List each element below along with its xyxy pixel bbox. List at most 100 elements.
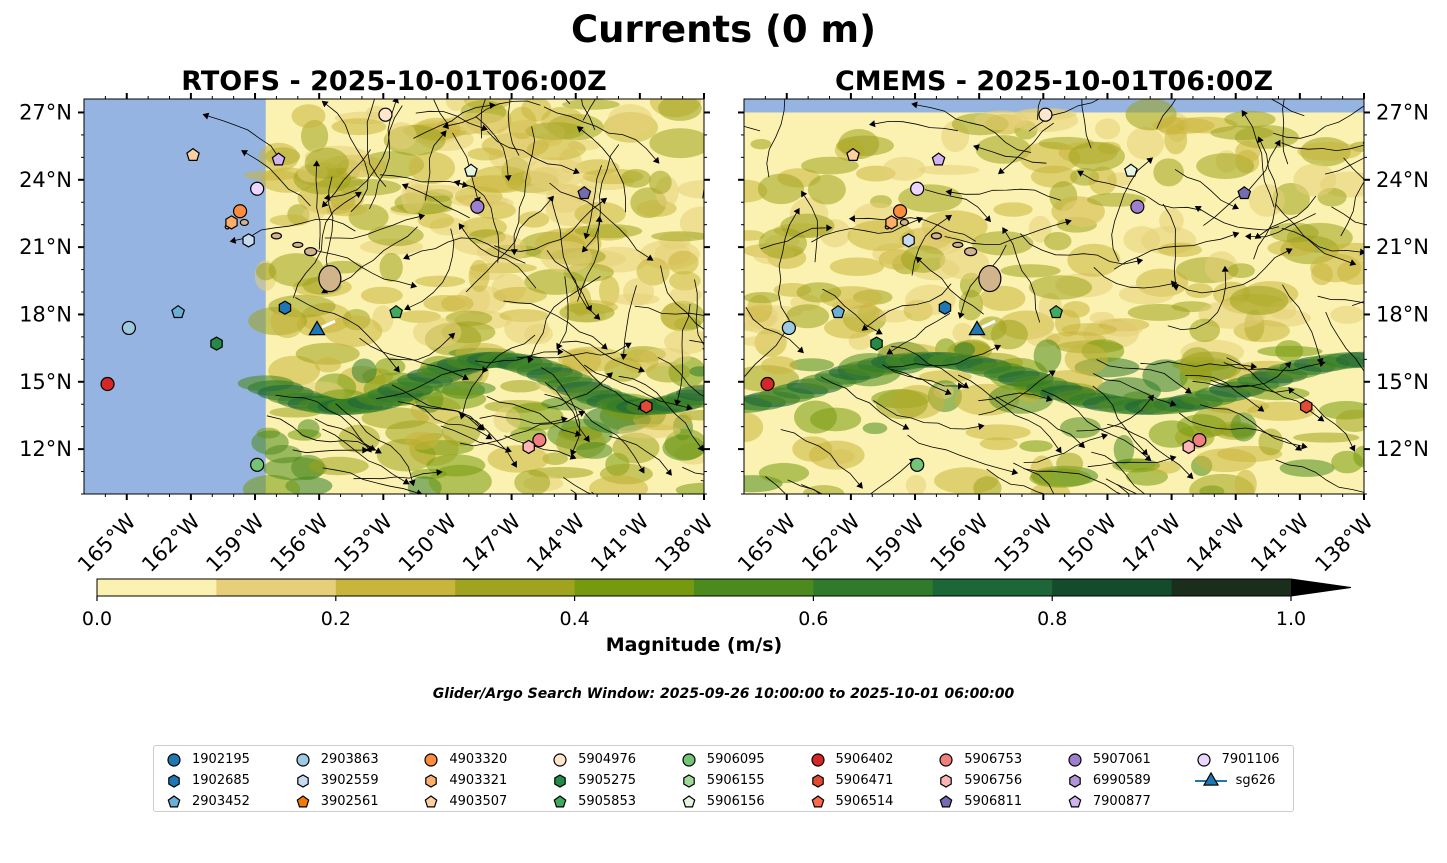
streamline [504, 435, 572, 457]
streamline-arrow [826, 224, 833, 232]
legend-swatch [168, 773, 180, 788]
legend-item: 5904976 [550, 749, 636, 770]
streamline-arrow [570, 449, 577, 456]
speed-contour [1325, 242, 1364, 261]
speed-contour [862, 422, 888, 435]
speed-contour [540, 241, 592, 273]
colorbar-tick-label: 0.8 [1037, 608, 1067, 630]
streamline-arrow [416, 489, 423, 494]
float-sg626-marker [968, 320, 986, 336]
speed-contour [417, 212, 455, 229]
speed-contour [1258, 428, 1284, 456]
streamline-arrow [572, 167, 580, 175]
legend-item: 3902559 [293, 770, 379, 791]
x-tick-label: 156°W [926, 509, 994, 577]
streamline [397, 401, 488, 437]
streamline-arrow [1274, 139, 1281, 147]
speed-contour [792, 436, 833, 462]
speed-contour [1019, 440, 1053, 452]
colorbar-bin [216, 579, 337, 596]
speed-contour [304, 147, 349, 180]
speed-contour [1064, 343, 1108, 375]
speed-contour [331, 118, 387, 136]
streamline [513, 126, 536, 250]
glider-track [321, 319, 336, 329]
speed-contour [1113, 435, 1135, 465]
speed-contour [882, 156, 926, 181]
streamline-arrow [958, 382, 964, 390]
speed-contour [386, 122, 417, 150]
streamline-arrow [1301, 442, 1308, 450]
streamline-arrow [646, 254, 654, 261]
streamline-arrow [797, 346, 804, 354]
speed-contour [1189, 318, 1221, 343]
streamline-arrow [510, 249, 518, 256]
streamline-arrow [1359, 248, 1364, 256]
legend-circle-icon [939, 752, 953, 767]
streamline [996, 396, 1081, 445]
speed-contour [1353, 445, 1364, 468]
streamline [1020, 233, 1138, 265]
legend-swatch [296, 773, 309, 788]
speed-contour [415, 275, 466, 288]
legend-swatch [682, 752, 696, 767]
streamline [682, 466, 704, 475]
legend-item: 5906756 [936, 770, 1022, 791]
streamline-arrow [1186, 472, 1194, 480]
streamline-arrow [600, 197, 608, 205]
streamline [1093, 267, 1172, 289]
streamline-arrow [793, 207, 800, 215]
legend-label: 6990589 [1092, 773, 1151, 788]
streamline [657, 356, 704, 397]
y-tick-label: 24°N [1376, 168, 1429, 192]
streamline-arrow [403, 253, 410, 260]
x-tick-label: 144°W [522, 509, 590, 577]
streamline [1185, 375, 1260, 409]
streamline [1270, 99, 1305, 117]
streamline-arrow [652, 156, 660, 164]
streamline [957, 374, 1059, 449]
streamline [778, 212, 797, 333]
float-2903863-marker [121, 320, 136, 336]
streamline [475, 116, 509, 176]
streamline-arrow [1437, 302, 1444, 308]
streamline-arrow [728, 397, 735, 404]
speed-contour [468, 259, 490, 293]
speed-contour [676, 385, 704, 402]
legend-item: 5907061 [1065, 749, 1151, 770]
legend-label: 5906514 [835, 794, 894, 809]
speed-contour [1230, 412, 1257, 442]
streamline [891, 313, 951, 352]
streamline [586, 165, 602, 234]
streamline [660, 265, 704, 330]
speed-contour [636, 257, 670, 286]
streamline [581, 99, 596, 131]
current-field [728, 99, 1444, 494]
streamline-arrow [585, 304, 592, 312]
streamline [322, 467, 418, 494]
legend-swatch [1194, 771, 1227, 786]
speed-contour [664, 428, 704, 460]
streamline [585, 144, 620, 249]
streamline-arrow [440, 130, 447, 138]
speed-contour [1247, 401, 1315, 421]
legend-label: 1902685 [192, 773, 250, 788]
speed-contour [675, 482, 704, 494]
streamline [623, 285, 637, 355]
speed-contour [470, 165, 532, 194]
streamline [388, 336, 451, 361]
y-tick-label: 24°N [19, 168, 72, 192]
streamline [1002, 122, 1054, 171]
streamline-arrow [418, 213, 426, 221]
streamline [1092, 385, 1145, 452]
streamline [391, 384, 479, 427]
legend-circle-icon [682, 752, 696, 767]
speed-contour [874, 309, 912, 323]
speed-contour [360, 286, 403, 304]
streamline [366, 99, 387, 187]
streamline [780, 429, 860, 485]
x-tick-label: 150°W [1054, 509, 1122, 577]
speed-contour [1194, 448, 1257, 473]
streamline-arrow [404, 304, 411, 311]
speed-contour [1118, 284, 1174, 305]
